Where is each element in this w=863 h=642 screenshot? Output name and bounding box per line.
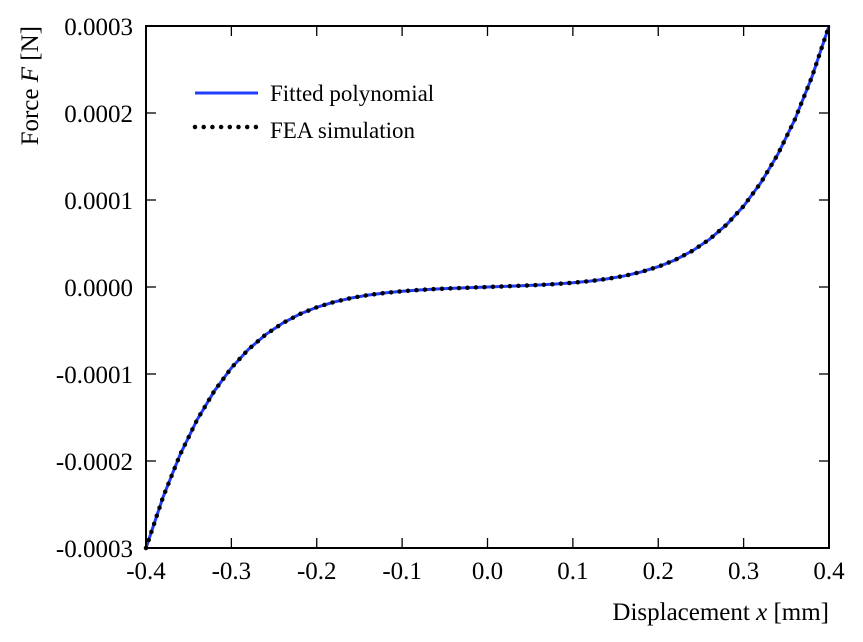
legend-label-fitted: Fitted polynomial <box>270 81 434 106</box>
legend: Fitted polynomial FEA simulation <box>192 81 434 143</box>
x-tick-label: 0.2 <box>643 558 674 585</box>
x-axis-label-suffix: [mm] <box>767 599 829 626</box>
y-axis-label-suffix: [N] <box>17 26 44 67</box>
y-tick-label: 0.0002 <box>64 101 133 128</box>
x-axis-label: Displacement x [mm] <box>612 599 829 626</box>
x-axis-label-prefix: Displacement <box>612 599 756 626</box>
x-tick-label: 0.3 <box>728 558 759 585</box>
y-tick-label: -0.0001 <box>56 362 133 389</box>
y-tick-label: 0.0003 <box>64 14 133 41</box>
series-layer <box>143 23 832 551</box>
y-tick-label: 0.0001 <box>64 188 133 215</box>
y-tick-label: 0.0000 <box>64 275 133 302</box>
x-tick-label: -0.2 <box>297 558 337 585</box>
ticks-layer: -0.4 -0.3 -0.2 -0.1 0.0 0.1 0.2 0.3 0.4 -0.0003 -0… <box>56 14 845 585</box>
legend-label-fea: FEA simulation <box>270 118 416 143</box>
x-tick-label: 0.4 <box>813 558 845 585</box>
x-tick-label: 0.1 <box>557 558 588 585</box>
y-axis-label: Force F [N] <box>17 26 44 145</box>
y-tick-label: -0.0002 <box>56 449 133 476</box>
y-tick-label: -0.0003 <box>56 536 133 563</box>
y-axis-label-prefix: Force <box>17 82 44 145</box>
x-axis-label-var: x <box>755 599 767 626</box>
x-tick-label: -0.3 <box>212 558 252 585</box>
x-tick-label: -0.4 <box>126 558 166 585</box>
series-fitted-polynomial-line <box>144 25 831 549</box>
y-axis-label-var: F <box>17 66 44 83</box>
x-tick-label: -0.1 <box>382 558 422 585</box>
x-tick-label: 0.0 <box>472 558 503 585</box>
